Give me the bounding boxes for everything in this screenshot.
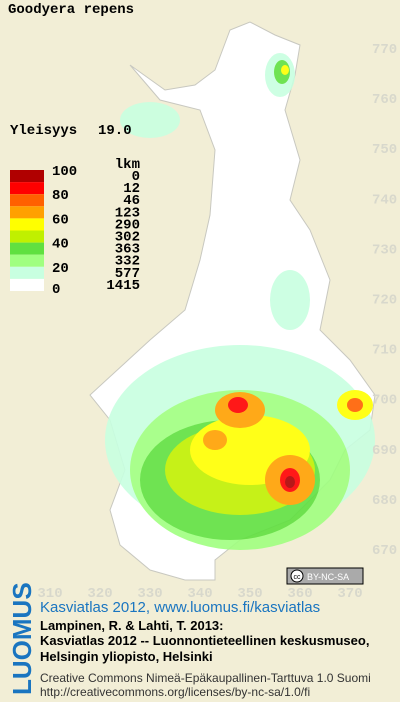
legend-scale-label: 100	[52, 164, 77, 180]
credits-line: Helsingin yliopisto, Helsinki	[40, 649, 213, 664]
license-text: Creative Commons Nimeä-Epäkaupallinen-Ta…	[40, 671, 371, 685]
grid-labels: 770 760 750 740 730 720 710 700 690 680 670 310 320 3…	[37, 42, 397, 602]
legend-count: 1415	[106, 278, 140, 294]
northing-label: 760	[372, 92, 397, 108]
legend-swatch	[10, 182, 44, 195]
legend-count: 363	[115, 242, 140, 258]
svg-text:cc: cc	[294, 574, 302, 581]
legend-swatch	[10, 206, 44, 219]
license-badge-text: BY-NC-SA	[307, 572, 349, 582]
frequency-value: 19.0	[98, 123, 132, 139]
legend-swatch	[10, 218, 44, 231]
legend-scale-label: 40	[52, 237, 69, 253]
legend-swatch	[10, 242, 44, 255]
northing-label: 680	[372, 493, 397, 509]
easting-label: 310	[37, 586, 62, 602]
legend-swatch	[10, 230, 44, 243]
credits-line: Kasviatlas 2012 -- Luonnontieteellinen k…	[40, 633, 369, 648]
brand: LUOMUS	[7, 582, 37, 695]
legend-scale-label: 20	[52, 261, 69, 277]
legend-scale-label: 80	[52, 188, 69, 204]
legend-count: 332	[115, 254, 140, 270]
northing-label: 770	[372, 42, 397, 58]
legend-count: 577	[115, 266, 140, 282]
legend-swatch	[10, 170, 44, 183]
legend-swatch	[10, 266, 44, 279]
legend-swatch	[10, 254, 44, 267]
easting-label: 340	[187, 586, 212, 602]
legend-count: 46	[123, 193, 140, 209]
northing-label: 720	[372, 293, 397, 309]
easting-label: 350	[237, 586, 262, 602]
species-title: Goodyera repens	[8, 2, 134, 18]
count-header: lkm	[115, 157, 140, 173]
frequency-label: Yleisyys	[10, 123, 77, 139]
license-url[interactable]: http://creativecommons.org/licenses/by-n…	[40, 685, 310, 699]
legend-count: 12	[123, 181, 140, 197]
legend-count: 123	[115, 205, 140, 221]
legend-count: 0	[132, 169, 140, 185]
easting-label: 370	[337, 586, 362, 602]
northing-label: 750	[372, 142, 397, 158]
legend-count: 290	[115, 217, 140, 233]
legend-swatch	[10, 194, 44, 207]
northing-label: 690	[372, 443, 397, 459]
northing-label: 710	[372, 343, 397, 359]
easting-label: 360	[287, 586, 312, 602]
northing-label: 740	[372, 192, 397, 208]
legend: lkm 012461232903023633325771415100806040…	[10, 157, 140, 298]
northing-label: 700	[372, 393, 397, 409]
northing-label: 730	[372, 242, 397, 258]
northing-label: 670	[372, 543, 397, 559]
legend-swatch	[10, 278, 44, 291]
occurrence-cells	[105, 53, 375, 550]
license-badge: cc BY-NC-SA	[286, 567, 364, 585]
legend-scale-label: 0	[52, 282, 60, 298]
easting-label: 320	[87, 586, 112, 602]
credits-line: Lampinen, R. & Lahti, T. 2013:	[40, 618, 223, 633]
credits-link[interactable]: Kasviatlas 2012, www.luomus.fi/kasviatla…	[40, 599, 320, 616]
easting-label: 330	[137, 586, 162, 602]
legend-scale-label: 60	[52, 212, 69, 228]
legend-count: 302	[115, 230, 140, 246]
